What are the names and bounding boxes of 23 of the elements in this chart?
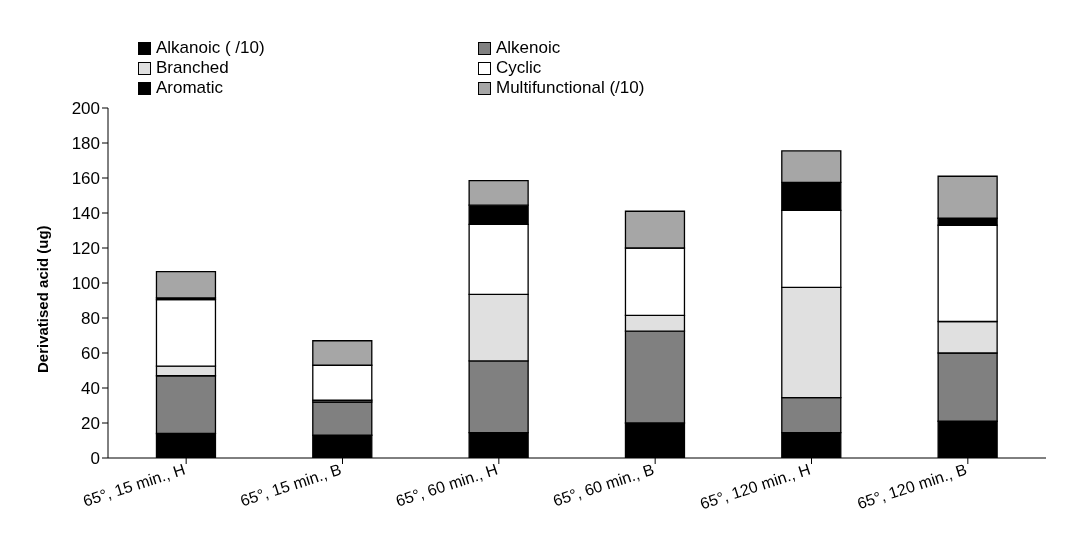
y-tick-label: 40 bbox=[81, 379, 100, 399]
y-tick-label: 120 bbox=[71, 239, 100, 259]
legend-label: Multifunctional (/10) bbox=[496, 78, 645, 98]
legend-label: Alkanoic ( /10) bbox=[156, 38, 265, 58]
x-tick-label: 65°, 120 min., H bbox=[697, 460, 813, 513]
y-axis-title: Derivatised acid (ug) bbox=[34, 225, 52, 373]
x-tick-label: 65°, 60 min., B bbox=[550, 460, 657, 510]
y-tick-label: 200 bbox=[71, 99, 100, 119]
legend-label: Aromatic bbox=[156, 78, 224, 98]
y-tick-label: 100 bbox=[71, 274, 100, 294]
y-tick-label: 60 bbox=[81, 344, 100, 364]
legend-label: Cyclic bbox=[496, 58, 542, 78]
y-tick-label: 80 bbox=[81, 309, 100, 329]
y-tick-label: 0 bbox=[90, 449, 100, 469]
y-tick-label: 160 bbox=[71, 169, 100, 189]
y-tick-label: 20 bbox=[81, 414, 100, 434]
y-tick-label: 180 bbox=[71, 134, 100, 154]
x-tick-label: 65°, 60 min., H bbox=[393, 460, 500, 510]
legend-label: Branched bbox=[156, 58, 229, 78]
y-tick-label: 140 bbox=[71, 204, 100, 224]
x-tick-label: 65°, 120 min., B bbox=[855, 460, 969, 513]
legend-label: Alkenoic bbox=[496, 38, 561, 58]
x-tick-label: 65°, 15 min., B bbox=[238, 460, 344, 510]
